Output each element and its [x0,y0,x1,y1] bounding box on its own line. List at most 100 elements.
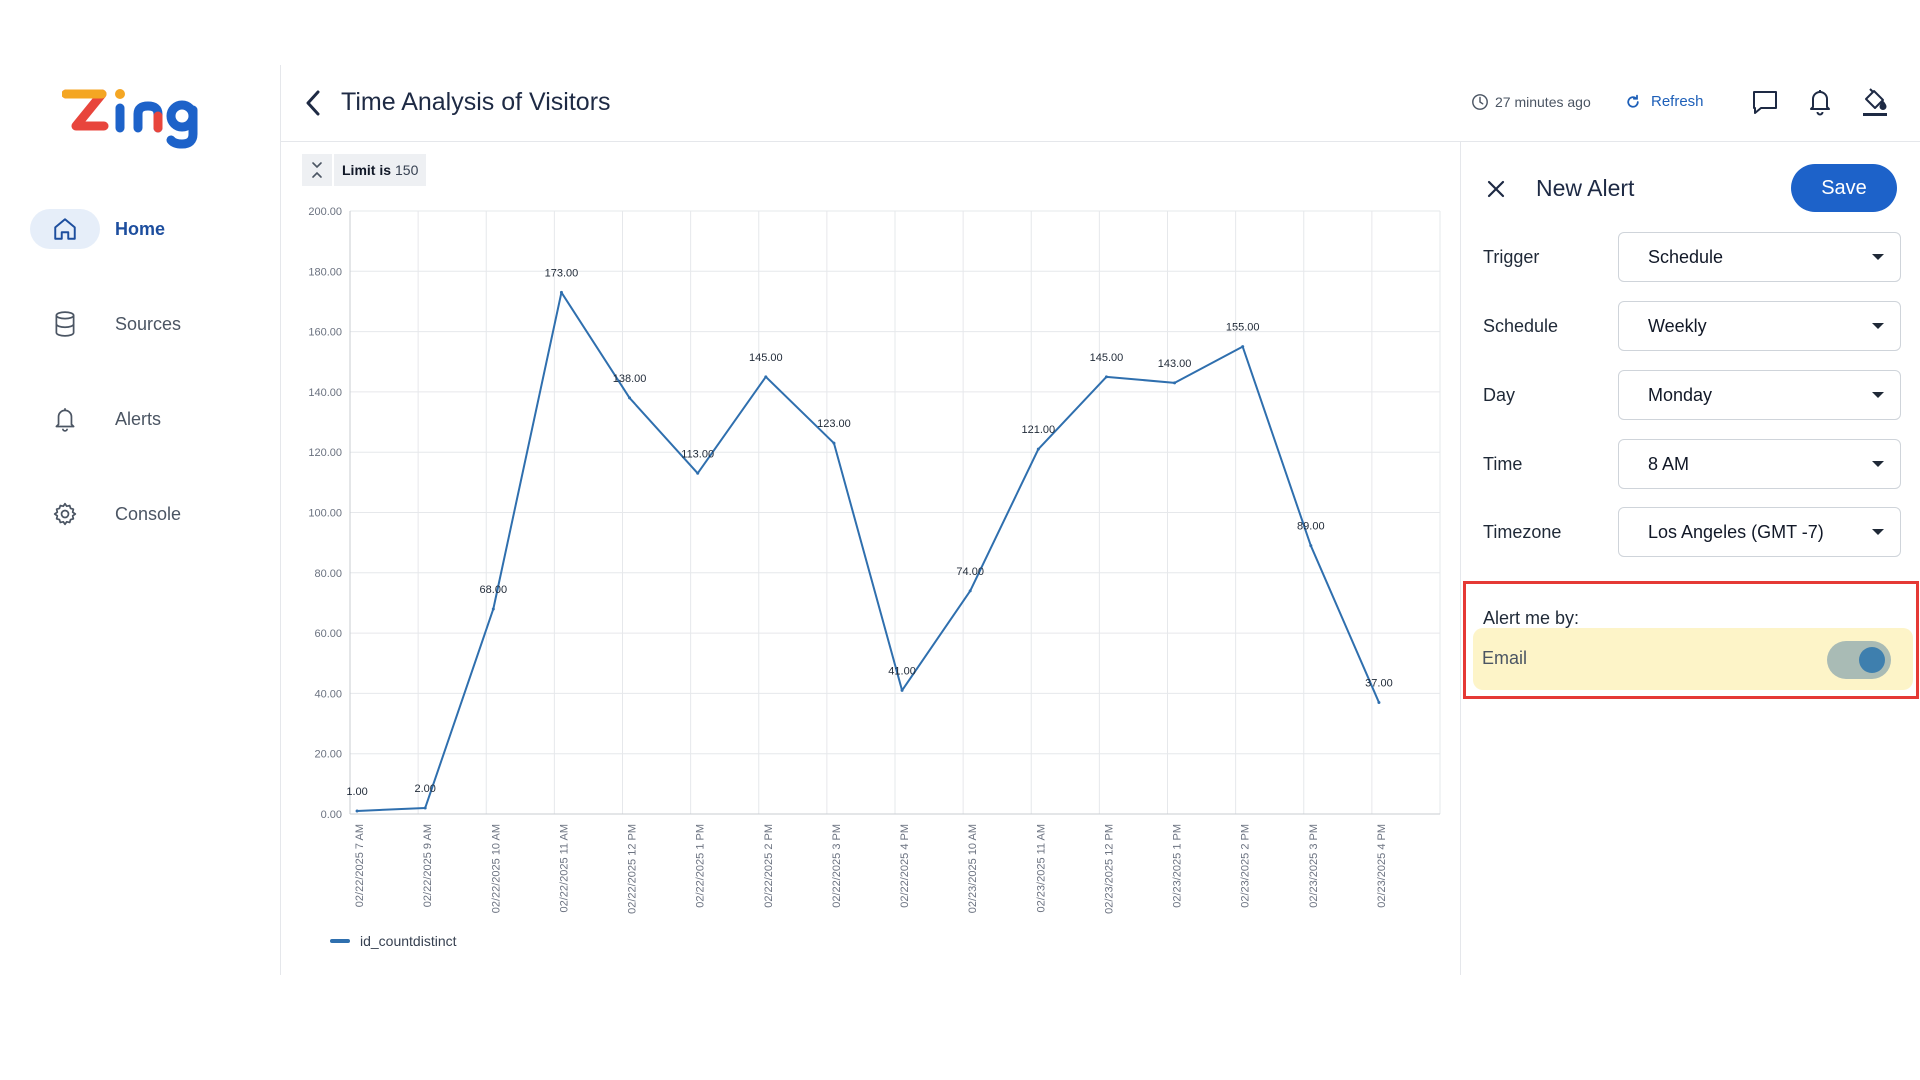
y-tick-label: 100.00 [308,508,342,520]
x-tick-label: 02/22/2025 9 AM [422,824,434,907]
field-label: Day [1483,384,1516,405]
data-point [968,589,972,593]
data-point [832,441,836,445]
data-label: 41.00 [888,665,916,677]
x-tick-label: 02/22/2025 1 PM [695,824,707,908]
email-toggle[interactable] [1827,641,1891,679]
close-icon [1487,180,1505,198]
data-point [423,806,427,810]
sidebar-item-label: Alerts [115,408,162,429]
data-point [1036,447,1040,451]
data-point [696,471,700,475]
form-row-time: Time 8 AM [1483,439,1913,489]
alert-me-by-section: Alert me by: Email [1463,581,1919,699]
x-tick-label: 02/23/2025 3 PM [1308,824,1320,908]
email-label: Email [1482,648,1528,668]
comment-icon [1753,91,1777,114]
sidebar-item-alerts[interactable]: Alerts [30,395,260,443]
limit-label: Limit is [342,162,392,178]
x-tick-label: 02/23/2025 4 PM [1376,824,1388,908]
data-label: 138.00 [613,373,647,385]
chart-legend[interactable]: id_countdistinct [330,933,457,949]
back-button[interactable] [299,87,327,119]
bell-icon [1810,90,1830,116]
y-tick-label: 0.00 [321,809,342,821]
panel-divider [1460,142,1461,975]
y-tick-label: 40.00 [314,688,342,700]
chart-svg: 0.00 20.00 40.00 60.00 80.00 100.00 120.00 140.… [308,206,1441,914]
x-tick-label: 02/22/2025 11 AM [558,824,570,912]
limit-control: Limit is 150 [302,154,427,186]
series-line [357,291,1380,812]
schedule-select[interactable]: Weekly [1618,301,1901,351]
data-label: 145.00 [749,352,783,364]
y-tick-label: 60.00 [314,628,342,640]
bell-icon [30,399,100,439]
limit-collapse-button[interactable] [302,154,332,186]
select-value: Weekly [1648,315,1707,336]
timezone-select[interactable]: Los Angeles (GMT -7) [1618,507,1901,557]
page-title: Time Analysis of Visitors [341,88,611,116]
legend-swatch [330,939,350,943]
x-tick-label: 02/22/2025 4 PM [899,824,911,908]
zing-logo[interactable] [62,86,222,158]
x-tick-label: 02/22/2025 12 PM [627,824,639,914]
notifications-button[interactable] [1804,85,1836,119]
save-button[interactable]: Save [1791,164,1897,212]
sidebar-item-label: Sources [115,313,182,334]
field-label: Trigger [1483,246,1540,267]
data-label: 37.00 [1365,677,1393,689]
home-icon [30,209,100,249]
alert-me-by-label: Alert me by: [1483,608,1580,628]
data-label: 89.00 [1297,521,1325,533]
x-tick-label: 02/23/2025 1 PM [1172,824,1184,908]
sidebar-item-console[interactable]: Console [30,490,260,538]
x-tick-label: 02/23/2025 2 PM [1240,824,1252,908]
form-row-timezone: Timezone Los Angeles (GMT -7) [1483,507,1913,557]
toggle-knob [1859,647,1885,673]
data-label: 1.00 [346,786,367,798]
refresh-button[interactable]: Refresh [1625,93,1704,110]
form-row-schedule: Schedule Weekly [1483,301,1913,351]
chevron-left-icon [306,90,320,116]
close-button[interactable] [1481,174,1511,204]
select-value: 8 AM [1648,453,1690,474]
email-option-row: Email [1473,628,1913,690]
data-label: 2.00 [414,783,435,795]
select-value: Los Angeles (GMT -7) [1648,521,1824,542]
gear-icon [30,494,100,534]
theme-button[interactable] [1859,85,1891,119]
select-value: Monday [1648,384,1713,405]
sidebar-item-home[interactable]: Home [30,205,260,253]
database-icon [30,304,100,344]
caret-down-icon [1872,254,1884,260]
data-point [559,290,563,294]
data-point [1104,375,1108,379]
y-tick-label: 20.00 [314,749,342,761]
refresh-label: Refresh [1651,93,1704,110]
x-tick-label: 02/23/2025 11 AM [1035,824,1047,912]
trigger-select[interactable]: Schedule [1618,232,1901,282]
refresh-icon [1627,94,1639,108]
new-alert-panel: New Alert Save Trigger Schedule Schedule… [1461,142,1920,975]
time-select[interactable]: 8 AM [1618,439,1901,489]
y-tick-label: 160.00 [308,327,342,339]
data-label: 121.00 [1021,424,1055,436]
comment-button[interactable] [1749,85,1781,119]
caret-down-icon [1872,323,1884,329]
data-label: 173.00 [545,267,579,279]
data-label: 68.00 [480,584,508,596]
y-tick-label: 140.00 [308,387,342,399]
sidebar-item-sources[interactable]: Sources [30,300,260,348]
data-point [1241,345,1245,349]
data-point [764,375,768,379]
data-label: 145.00 [1090,352,1124,364]
data-label: 155.00 [1226,322,1260,334]
limit-chip[interactable]: Limit is 150 [334,154,427,186]
data-point [355,809,359,813]
caret-down-icon [1872,529,1884,535]
day-select[interactable]: Monday [1618,370,1901,420]
line-chart: 0.00 20.00 40.00 60.00 80.00 100.00 120.00 140.… [290,195,1450,965]
y-tick-label: 200.00 [308,206,342,218]
clock-icon [1472,94,1488,110]
